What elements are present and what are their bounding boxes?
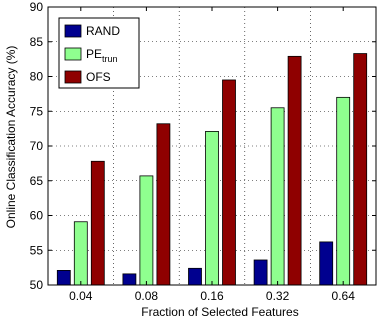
legend-label: OFS	[86, 70, 111, 84]
y-tick-label: 75	[30, 104, 44, 118]
bar-ofs-0.16	[222, 79, 236, 286]
legend-label: PEtrun	[86, 47, 118, 64]
bar-pe-trun-0.08	[139, 175, 154, 286]
x-tick-label: 0.64	[332, 289, 356, 303]
legend-swatch	[64, 47, 82, 61]
bar-ofs-0.32	[287, 55, 302, 286]
axis-ticks	[48, 6, 376, 286]
legend-label: RAND	[86, 24, 120, 38]
x-tick-label: 0.04	[69, 289, 93, 303]
legend-swatch	[64, 70, 82, 84]
bar-pe-trun-0.32	[270, 107, 285, 286]
bar-rand-0.64	[319, 241, 334, 286]
x-tick-label: 0.16	[200, 289, 224, 303]
y-tick-labels: 50 55 60 65 70 75 80 85 90	[30, 0, 44, 292]
bar-rand-0.08	[122, 273, 137, 286]
x-tick-labels: 0.04 0.08 0.16 0.32 0.64	[69, 289, 355, 303]
y-axis-label: Online Classification Accuracy (%)	[4, 46, 18, 229]
bar-pe-trun-0.16	[205, 131, 219, 286]
bars	[56, 53, 368, 286]
y-tick-label: 85	[30, 35, 44, 49]
y-tick-label: 65	[30, 174, 44, 188]
bar-rand-0.04	[56, 270, 71, 286]
y-tick-label: 90	[30, 0, 44, 14]
x-tick-label: 0.32	[266, 289, 290, 303]
legend-swatch	[64, 24, 82, 38]
y-tick-label: 80	[30, 70, 44, 84]
bar-rand-0.16	[188, 267, 202, 286]
y-tick-label: 60	[30, 209, 44, 223]
bar-ofs-0.04	[90, 160, 105, 286]
y-tick-label: 70	[30, 139, 44, 153]
bar-pe-trun-0.64	[336, 96, 351, 286]
bar-pe-trun-0.04	[73, 221, 88, 286]
bar-ofs-0.64	[353, 53, 368, 286]
legend: RAND PEtrun OFS	[58, 17, 140, 89]
y-tick-label: 55	[30, 243, 44, 257]
bar-rand-0.32	[253, 259, 268, 286]
x-axis-label: Fraction of Selected Features	[141, 305, 298, 319]
x-tick-label: 0.08	[135, 289, 159, 303]
bar-ofs-0.08	[156, 123, 171, 286]
y-tick-label: 50	[30, 278, 44, 292]
